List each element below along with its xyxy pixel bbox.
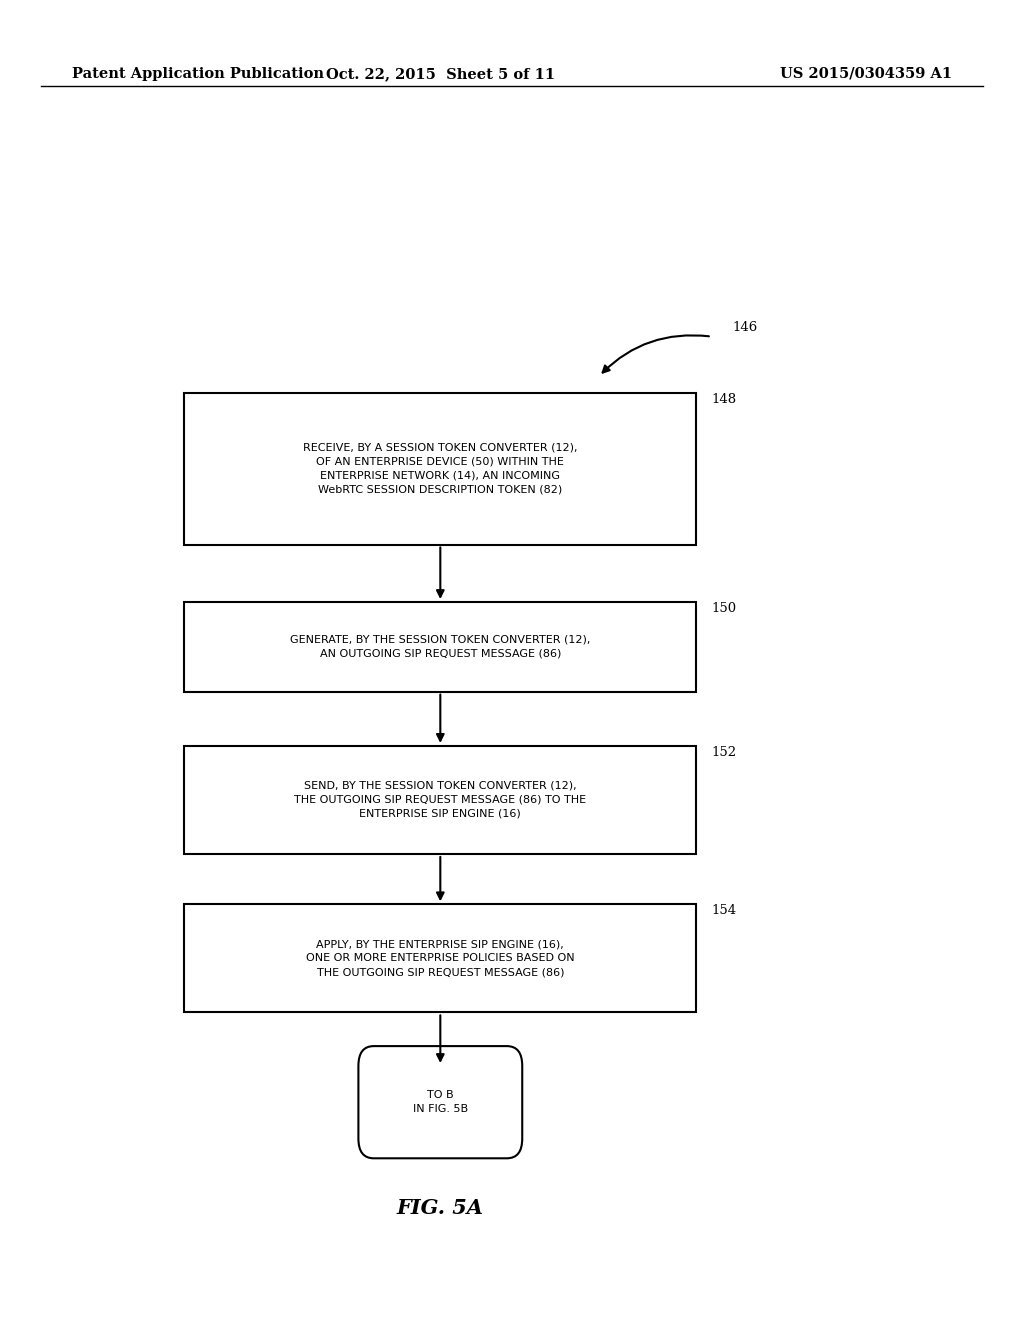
FancyBboxPatch shape [184, 393, 696, 544]
Text: Oct. 22, 2015  Sheet 5 of 11: Oct. 22, 2015 Sheet 5 of 11 [326, 67, 555, 81]
FancyBboxPatch shape [358, 1045, 522, 1159]
Text: 154: 154 [712, 904, 737, 917]
Text: APPLY, BY THE ENTERPRISE SIP ENGINE (16),
ONE OR MORE ENTERPRISE POLICIES BASED : APPLY, BY THE ENTERPRISE SIP ENGINE (16)… [306, 940, 574, 977]
FancyBboxPatch shape [184, 904, 696, 1012]
Text: FIG. 5A: FIG. 5A [397, 1197, 483, 1218]
Text: SEND, BY THE SESSION TOKEN CONVERTER (12),
THE OUTGOING SIP REQUEST MESSAGE (86): SEND, BY THE SESSION TOKEN CONVERTER (12… [294, 781, 587, 818]
Text: 150: 150 [712, 602, 737, 615]
Text: 146: 146 [732, 321, 758, 334]
Text: 148: 148 [712, 393, 737, 405]
Text: GENERATE, BY THE SESSION TOKEN CONVERTER (12),
AN OUTGOING SIP REQUEST MESSAGE (: GENERATE, BY THE SESSION TOKEN CONVERTER… [290, 635, 591, 659]
Text: TO B
IN FIG. 5B: TO B IN FIG. 5B [413, 1090, 468, 1114]
FancyBboxPatch shape [184, 602, 696, 692]
Text: US 2015/0304359 A1: US 2015/0304359 A1 [780, 67, 952, 81]
Text: RECEIVE, BY A SESSION TOKEN CONVERTER (12),
OF AN ENTERPRISE DEVICE (50) WITHIN : RECEIVE, BY A SESSION TOKEN CONVERTER (1… [303, 442, 578, 495]
Text: Patent Application Publication: Patent Application Publication [72, 67, 324, 81]
Text: 152: 152 [712, 746, 737, 759]
FancyBboxPatch shape [184, 746, 696, 854]
